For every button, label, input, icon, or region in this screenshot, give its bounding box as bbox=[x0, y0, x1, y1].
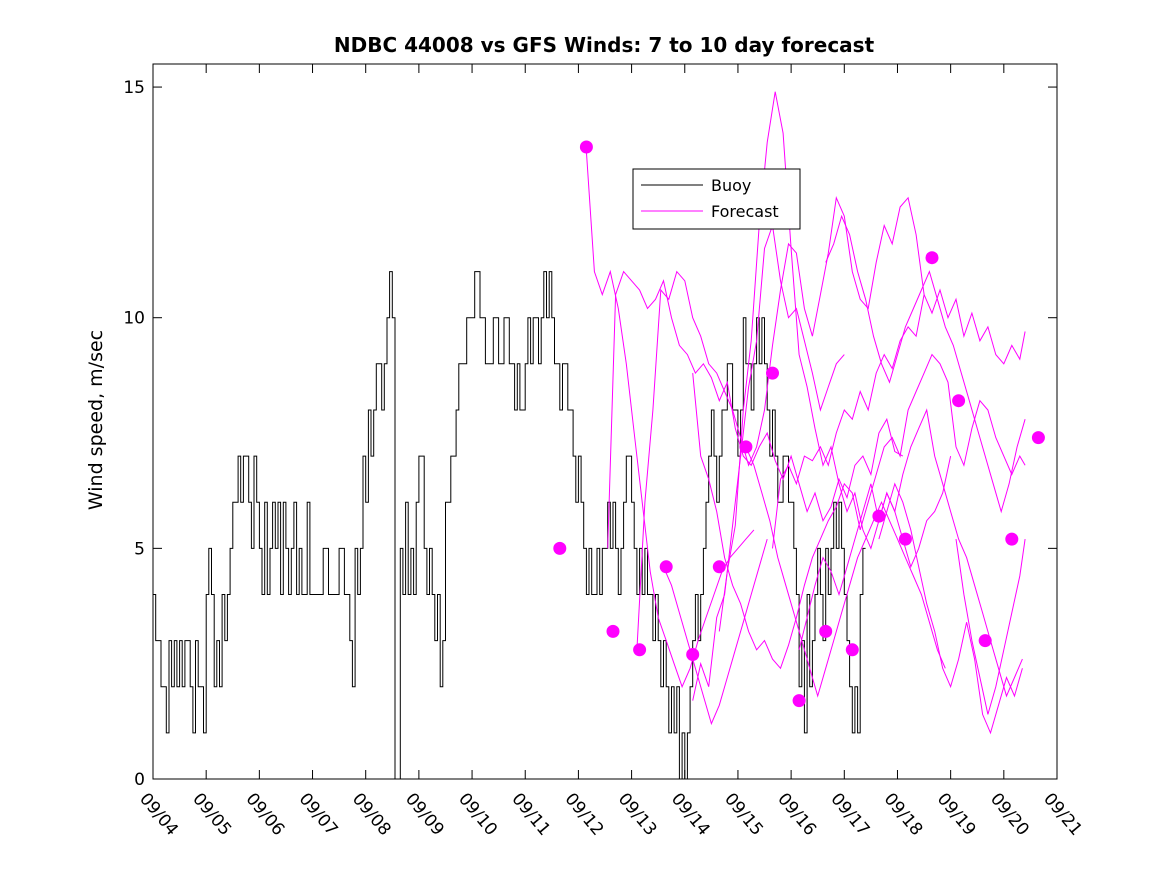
forecast-start-marker-15 bbox=[925, 251, 939, 265]
forecast-start-marker-16 bbox=[952, 394, 966, 408]
forecast-start-marker-5 bbox=[659, 560, 673, 574]
y-tick-label-10: 10 bbox=[123, 309, 145, 329]
forecast-series-line-1 bbox=[772, 288, 1026, 549]
forecast-start-marker-14 bbox=[898, 532, 912, 546]
y-tick-label-15: 15 bbox=[123, 78, 145, 98]
forecast-series-line-3 bbox=[607, 270, 904, 549]
forecast-start-marker-19 bbox=[1031, 431, 1045, 445]
forecast-series-line-7 bbox=[692, 353, 1026, 670]
forecast-start-marker-6 bbox=[686, 648, 700, 661]
forecast-start-marker-4 bbox=[633, 643, 647, 657]
y-axis-label: Wind speed, m/sec bbox=[85, 330, 107, 510]
forecast-series-line-13 bbox=[825, 214, 1026, 514]
legend-box bbox=[632, 168, 801, 230]
forecast-start-marker-7 bbox=[712, 560, 726, 574]
forecast-series-line-8 bbox=[798, 408, 1023, 698]
forecast-series-line-2 bbox=[585, 151, 755, 689]
forecast-series-line-9 bbox=[878, 482, 1023, 735]
legend-buoy-label: Buoy bbox=[711, 176, 751, 195]
forecast-start-marker-3 bbox=[606, 624, 620, 638]
forecast-start-marker-13 bbox=[872, 509, 886, 523]
forecast-start-marker-12 bbox=[845, 643, 859, 657]
forecast-series-line-5 bbox=[692, 225, 845, 701]
y-tick-label-0: 0 bbox=[134, 770, 145, 790]
buoy-series-line bbox=[153, 271, 866, 779]
axes-box bbox=[152, 63, 1058, 780]
legend-forecast-label: Forecast bbox=[711, 202, 779, 221]
chart-title: NDBC 44008 vs GFS Winds: 7 to 10 day for… bbox=[334, 33, 875, 57]
forecast-start-marker-8 bbox=[739, 440, 753, 454]
forecast-start-marker-2 bbox=[553, 541, 567, 555]
plot-area bbox=[153, 91, 1045, 779]
legend: Buoy Forecast bbox=[632, 168, 801, 230]
forecast-start-marker-9 bbox=[766, 366, 779, 380]
forecast-start-marker-10 bbox=[792, 694, 806, 708]
forecast-series-line-11 bbox=[745, 446, 946, 698]
forecast-series-line-12 bbox=[663, 538, 768, 726]
forecast-start-marker-18 bbox=[1005, 532, 1019, 546]
forecast-series-line-4 bbox=[636, 195, 925, 650]
forecast-start-marker-1 bbox=[579, 140, 593, 154]
forecast-series-line-10 bbox=[955, 539, 1026, 715]
forecast-start-marker-17 bbox=[978, 634, 992, 648]
y-tick-label-5: 5 bbox=[134, 539, 145, 559]
forecast-start-marker-11 bbox=[819, 624, 833, 638]
forecast-series-line-6 bbox=[718, 91, 952, 632]
